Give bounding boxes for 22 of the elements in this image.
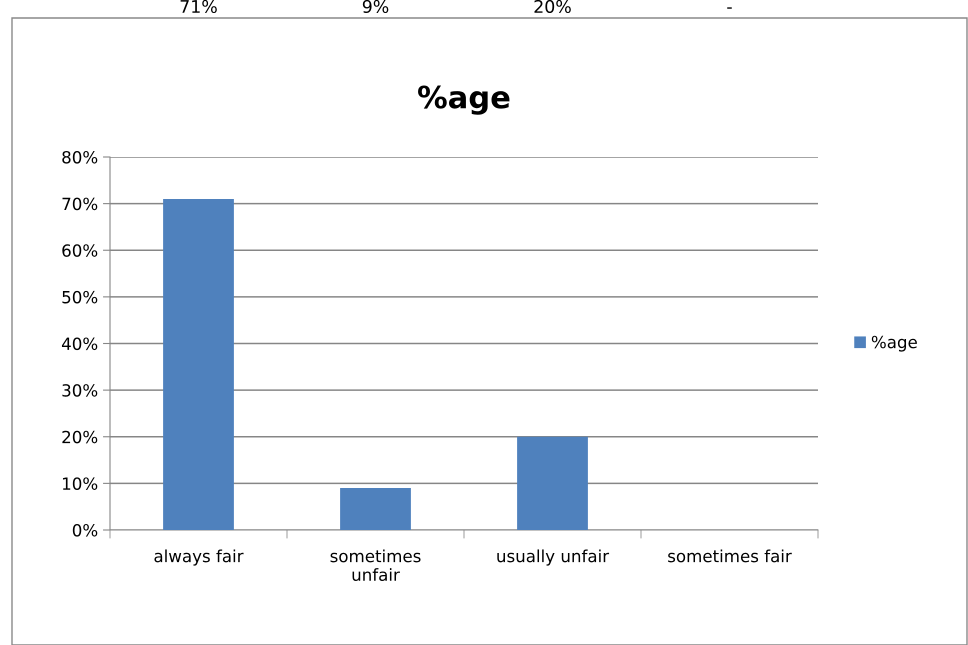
x-tick-label: usually unfair — [497, 549, 610, 566]
y-tick-label: 40% — [62, 337, 98, 350]
y-tick-label: 0% — [72, 524, 98, 537]
y-tick-label: 10% — [62, 477, 98, 490]
x-tick-label: sometimes fair — [668, 549, 792, 562]
bar — [517, 436, 588, 530]
bar — [163, 198, 234, 530]
chart-title: %age — [418, 86, 510, 115]
y-tick-label: 20% — [62, 430, 98, 444]
y-tick-label: 50% — [62, 290, 98, 304]
data-label: 20% — [534, 0, 571, 14]
x-tick-label: always fair — [154, 549, 244, 566]
text: - — [727, 7, 732, 9]
y-tick-label: 80% — [62, 150, 98, 164]
y-tick-label: 60% — [62, 244, 98, 257]
bar — [340, 488, 411, 530]
y-tick-label: 30% — [62, 384, 98, 397]
legend-label: %age — [872, 336, 917, 352]
x-tick-label: sometimes unfair — [330, 549, 421, 582]
data-label: 9% — [362, 0, 388, 14]
y-tick-label: 70% — [62, 198, 98, 210]
data-label: 71% — [180, 0, 217, 14]
